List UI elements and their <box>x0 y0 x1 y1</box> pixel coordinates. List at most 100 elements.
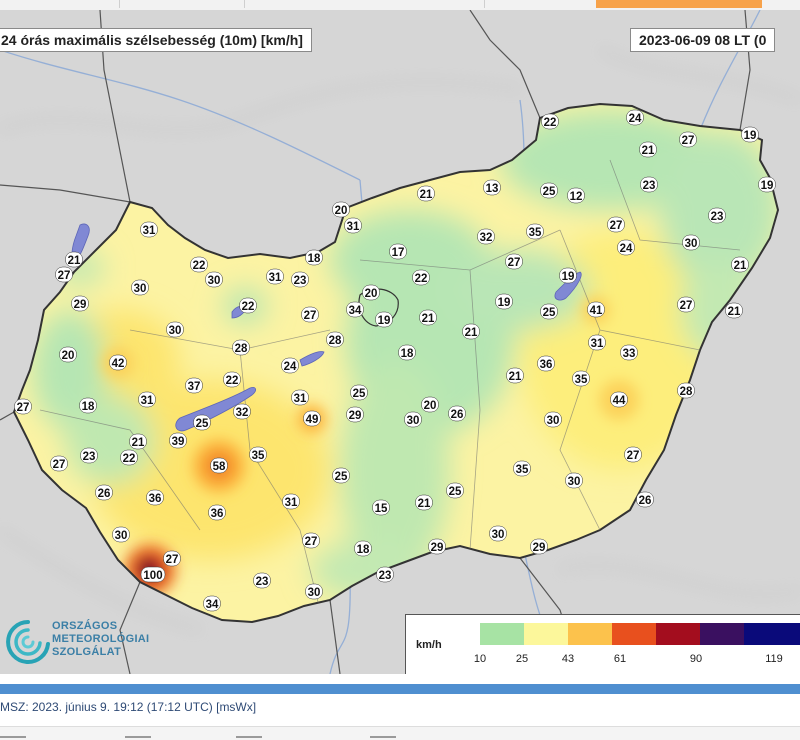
wind-value-badge <box>572 370 590 387</box>
toolbar-handle[interactable] <box>125 736 151 738</box>
wind-value-text: 30 <box>492 529 505 541</box>
wind-value-text: 20 <box>62 350 75 362</box>
wind-value-text: 24 <box>620 243 633 255</box>
wind-value-badge <box>95 484 113 501</box>
wind-value-badge <box>624 446 642 463</box>
wind-value: 29 <box>428 538 446 555</box>
wind-value-badge <box>232 339 250 356</box>
wind-value: 23 <box>376 566 394 583</box>
wind-value-text: 41 <box>590 305 603 317</box>
wind-value-badge <box>541 113 559 130</box>
legend-color-bar <box>480 623 800 645</box>
wind-value-badge <box>50 455 68 472</box>
wind-value: 21 <box>415 494 433 511</box>
wind-value: 23 <box>253 572 271 589</box>
wind-value-text: 44 <box>613 395 626 407</box>
wind-value-badge <box>477 228 495 245</box>
wind-value-text: 27 <box>305 536 318 548</box>
wind-value-badge <box>758 176 776 193</box>
wind-value-badge <box>506 367 524 384</box>
wind-value: 21 <box>639 141 657 158</box>
wind-value: 22 <box>223 371 241 388</box>
wind-value-badge <box>80 447 98 464</box>
wind-value-badge <box>146 489 164 506</box>
wind-value-text: 25 <box>543 307 556 319</box>
wind-value-text: 25 <box>543 186 556 198</box>
wind-value-badge <box>266 268 284 285</box>
wind-value-badge <box>626 109 644 126</box>
wind-value-badge <box>489 525 507 542</box>
wind-value-badge <box>679 131 697 148</box>
wind-value-badge <box>305 249 323 266</box>
active-tab-indicator[interactable] <box>596 0 762 8</box>
wind-value: 30 <box>205 271 223 288</box>
wind-value: 19 <box>495 293 513 310</box>
wind-value: 27 <box>163 550 181 567</box>
tab-segment[interactable] <box>0 0 120 8</box>
toolbar-handle[interactable] <box>236 736 262 738</box>
wind-value: 35 <box>513 460 531 477</box>
wind-value-text: 19 <box>378 315 391 327</box>
toolbar-handle[interactable] <box>370 736 396 738</box>
tab-segment[interactable] <box>120 0 245 8</box>
wind-value: 27 <box>505 253 523 270</box>
wind-value: 39 <box>169 432 187 449</box>
wind-value-text: 30 <box>208 275 221 287</box>
wind-value-text: 42 <box>112 358 125 370</box>
wind-value-badge <box>71 295 89 312</box>
wind-value: 22 <box>239 297 257 314</box>
wind-value-text: 23 <box>379 570 392 582</box>
map-datetime: 2023-06-09 08 LT (0 <box>630 28 776 52</box>
wind-value-text: 21 <box>418 498 431 510</box>
wind-value: 15 <box>372 499 390 516</box>
wind-value: 22 <box>412 269 430 286</box>
wind-value: 25 <box>193 414 211 431</box>
wind-value-badge <box>109 354 127 371</box>
wind-value-badge <box>344 217 362 234</box>
wind-value-badge <box>419 309 437 326</box>
wind-value-badge <box>303 410 321 427</box>
wind-value: 19 <box>375 311 393 328</box>
wind-value-badge <box>375 311 393 328</box>
omsz-logo[interactable]: ORSZÁGOS METEOROLÓGIAI SZOLGÁLAT <box>0 608 200 674</box>
wind-value: 27 <box>624 446 642 463</box>
wind-value: 20 <box>362 284 380 301</box>
wind-value: 44 <box>610 391 628 408</box>
wind-value: 28 <box>232 339 250 356</box>
wind-value-badge <box>587 301 605 318</box>
wind-value-text: 31 <box>143 225 156 237</box>
wind-value-badge <box>708 207 726 224</box>
legend-swatch <box>524 623 568 645</box>
toolbar-handle[interactable] <box>0 736 26 738</box>
tab-segment[interactable] <box>245 0 485 8</box>
wind-value: 22 <box>541 113 559 130</box>
wind-value-text: 30 <box>685 238 698 250</box>
legend-tick-label: 43 <box>561 653 575 665</box>
wind-value: 24 <box>626 109 644 126</box>
wind-value: 18 <box>305 249 323 266</box>
wind-value: 33 <box>620 344 638 361</box>
wind-value: 29 <box>346 406 364 423</box>
wind-value: 28 <box>326 331 344 348</box>
wind-value-badge <box>559 267 577 284</box>
wind-value: 30 <box>404 411 422 428</box>
wind-value-badge <box>448 405 466 422</box>
wind-value-text: 29 <box>431 542 444 554</box>
wind-value-badge <box>281 357 299 374</box>
legend-tick-label: 10 <box>473 653 487 665</box>
wind-value-badge <box>731 256 749 273</box>
wind-value-badge <box>140 566 166 583</box>
wind-value-badge <box>376 566 394 583</box>
wind-value-text: 35 <box>529 227 542 239</box>
wind-value-badge <box>677 382 695 399</box>
wind-value: 31 <box>138 391 156 408</box>
wind-value-text: 28 <box>329 335 342 347</box>
wind-value-text: 58 <box>213 461 226 473</box>
wind-value-badge <box>65 251 83 268</box>
wind-value-text: 30 <box>568 476 581 488</box>
wind-value-badge <box>362 284 380 301</box>
wind-value: 31 <box>291 389 309 406</box>
wind-value-text: 29 <box>349 410 362 422</box>
wind-value: 20 <box>421 396 439 413</box>
legend-swatch <box>480 623 524 645</box>
